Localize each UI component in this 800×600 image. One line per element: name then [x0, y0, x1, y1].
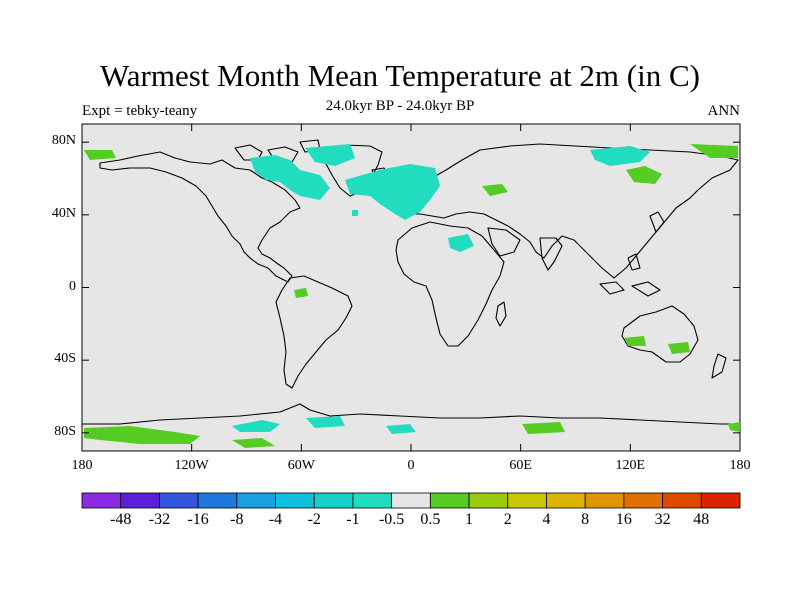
colorbar-swatch — [623, 492, 663, 509]
coast-north-america — [99, 151, 301, 283]
lon-tick-label: 120W — [174, 458, 209, 473]
colorbar-label: 48 — [693, 511, 710, 528]
colorbar-swatch — [468, 492, 509, 509]
anomaly-patch — [626, 166, 662, 184]
colorbar-label: -16 — [187, 511, 209, 528]
colorbar-label: 2 — [503, 511, 512, 528]
lon-tick-label: 0 — [407, 458, 415, 473]
colorbar-label: -48 — [110, 511, 132, 528]
colorbar-label: -0.5 — [378, 511, 405, 528]
colorbar-swatch — [236, 492, 276, 509]
lon-tick-label: 60W — [287, 458, 315, 473]
colorbar-swatch — [546, 492, 586, 509]
coast-south-america — [275, 275, 353, 389]
colorbar-swatch — [275, 492, 315, 509]
anomaly-patch — [386, 424, 416, 434]
coast-india — [539, 237, 563, 271]
lon-tick-label: 60E — [509, 458, 532, 473]
colorbar-swatch — [507, 492, 547, 509]
coast-africa — [395, 221, 505, 347]
lat-tick-label: 40S — [54, 351, 76, 367]
warm-anomalies — [84, 144, 740, 448]
season-label: ANN — [707, 103, 741, 119]
anomaly-patch — [590, 146, 650, 166]
coast-madagascar — [495, 301, 507, 327]
colorbar-swatch — [429, 492, 470, 509]
colorbar-label: 1 — [465, 511, 474, 528]
colorbar-label: -8 — [230, 511, 244, 528]
colorbar-swatch — [391, 492, 431, 509]
colorbar-label: 16 — [615, 511, 632, 528]
colorbar-swatch — [159, 492, 199, 509]
anomaly-patch — [728, 422, 740, 432]
lon-tick-label: 180 — [729, 458, 751, 473]
lat-tick-label: 40N — [51, 205, 76, 221]
latitude-ticks — [82, 141, 740, 434]
colorbar-label: -4 — [268, 511, 283, 528]
anomaly-patches — [84, 144, 740, 448]
anomaly-patch — [306, 416, 345, 428]
anomaly-patch — [668, 342, 690, 354]
colorbar-label: 32 — [654, 511, 671, 528]
colorbar-swatch — [584, 492, 625, 509]
anomaly-patch — [482, 184, 508, 196]
colorbar-label: 8 — [581, 511, 590, 528]
coast-eurasia — [401, 143, 739, 279]
coast-new-zealand — [711, 353, 727, 379]
coast-arabia — [487, 227, 521, 257]
anomaly-patch — [352, 210, 358, 216]
colorbar-swatch — [700, 492, 741, 509]
anomaly-patch — [448, 234, 474, 252]
colorbar-swatch — [81, 492, 122, 509]
anomaly-patch — [624, 336, 646, 346]
lon-tick-label: 120E — [615, 458, 646, 473]
colorbar — [81, 492, 741, 509]
colorbar-label: -2 — [307, 511, 321, 528]
colorbar-swatch — [120, 492, 160, 509]
coast-australia — [621, 305, 699, 363]
anomaly-patch — [345, 164, 440, 220]
lat-tick-label: 80N — [51, 133, 76, 149]
anomaly-patch — [84, 426, 200, 444]
experiment-label: Expt = tebky-teany — [82, 103, 198, 119]
colorbar-swatch — [197, 492, 238, 509]
lon-tick-label: 180 — [71, 458, 93, 473]
anomaly-patch — [232, 438, 275, 448]
colorbar-swatch — [313, 492, 354, 509]
anomaly-patch — [690, 144, 738, 158]
coast-sea-islands — [599, 253, 661, 297]
colorbar-swatch — [662, 492, 702, 509]
colorbar-label: -1 — [346, 511, 360, 528]
colorbar-label: 4 — [542, 511, 551, 528]
map-subtitle: 24.0kyr BP - 24.0kyr BP — [325, 98, 475, 114]
anomaly-patch — [232, 420, 280, 432]
colorbar-label: 0.5 — [420, 511, 441, 528]
colorbar-swatch — [352, 492, 393, 509]
anomaly-patch — [84, 150, 116, 160]
anomaly-patch — [305, 144, 355, 166]
lat-tick-label: 0 — [69, 278, 76, 294]
coast-japan — [649, 211, 665, 233]
anomaly-patch — [294, 288, 308, 298]
anomaly-patch — [250, 155, 330, 200]
lat-tick-label: 80S — [54, 423, 76, 439]
cool-anomalies — [232, 144, 650, 434]
anomaly-patch — [522, 422, 565, 434]
longitude-ticks — [81, 124, 741, 451]
map-title: Warmest Month Mean Temperature at 2m (in… — [100, 58, 700, 93]
coast-antarctica — [82, 403, 740, 425]
colorbar-label: -32 — [148, 511, 171, 528]
